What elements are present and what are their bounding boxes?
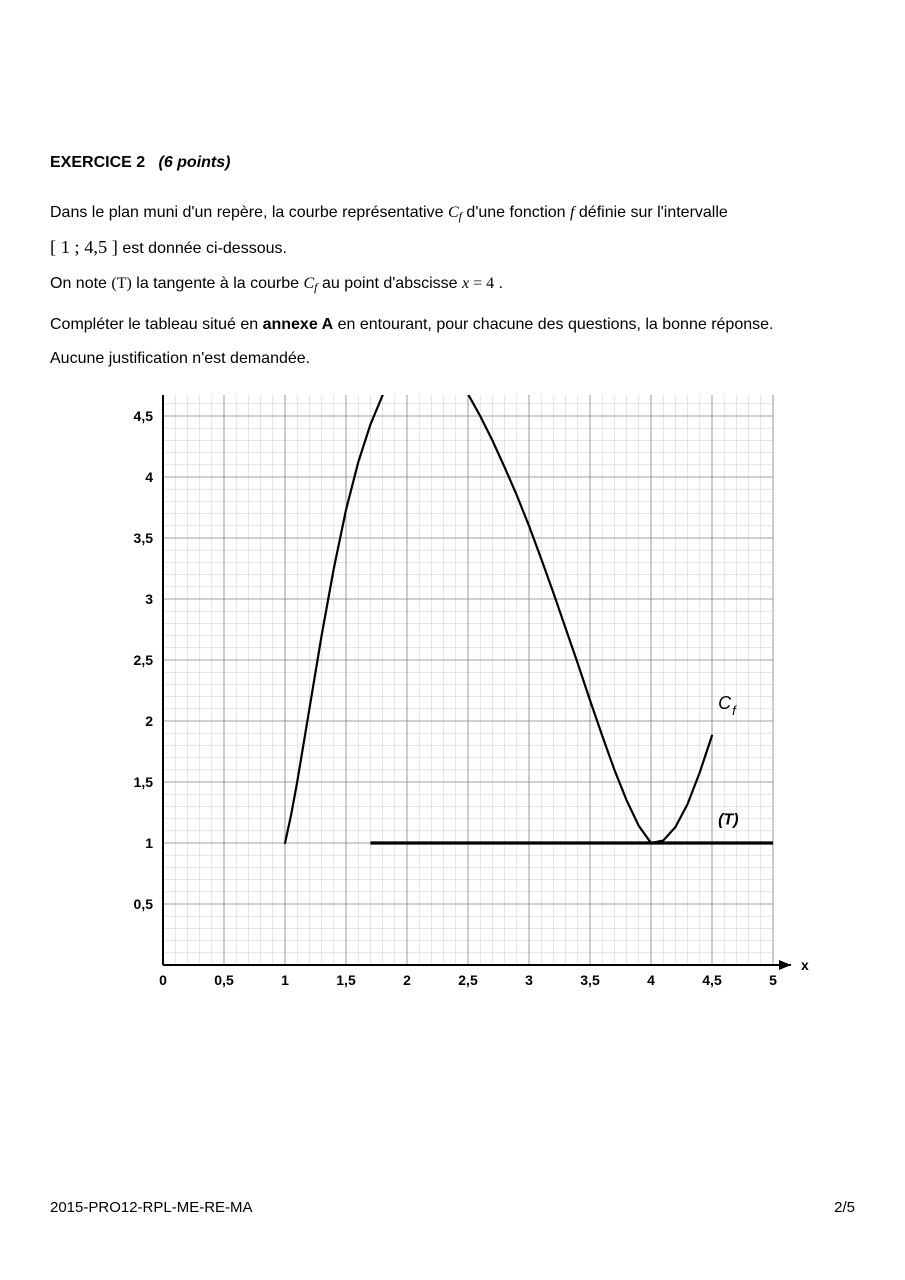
svg-text:2: 2 xyxy=(403,972,411,988)
text: Compléter le tableau situé en xyxy=(50,316,263,333)
text: On note xyxy=(50,275,111,292)
svg-text:1,5: 1,5 xyxy=(336,972,356,988)
svg-text:1: 1 xyxy=(281,972,289,988)
svg-text:3,5: 3,5 xyxy=(133,530,153,546)
symbol-Cf: Cf xyxy=(304,275,318,292)
function-chart: 0 0,5 1 1,5 2 2,5 3 3,5 4 4,5 5 0,5 1 1,5 2 2,5 3 3,5 4 4,5… xyxy=(83,395,823,1025)
svg-text:3: 3 xyxy=(525,972,533,988)
svg-text:4,5: 4,5 xyxy=(133,408,153,424)
annex-ref: annexe A xyxy=(263,316,334,333)
exercise-label: EXERCICE 2 xyxy=(50,154,145,171)
paragraph-1: Dans le plan muni d'un repère, la courbe… xyxy=(50,200,855,226)
svg-text:2,5: 2,5 xyxy=(458,972,478,988)
svg-text:(T): (T) xyxy=(718,812,738,829)
svg-text:1: 1 xyxy=(145,835,153,851)
text: d'une fonction xyxy=(466,204,570,221)
svg-text:3: 3 xyxy=(145,591,153,607)
paragraph-1b: [ 1 ; 4,5 ] est donnée ci-dessous. xyxy=(50,233,855,262)
footer-doc-id: 2015-PRO12-RPL-ME-RE-MA xyxy=(50,1196,253,1220)
svg-text:4: 4 xyxy=(145,469,153,485)
svg-text:x: x xyxy=(801,957,809,973)
svg-text:4: 4 xyxy=(647,972,655,988)
text: . xyxy=(499,275,503,292)
text: est donnée ci-dessous. xyxy=(122,240,287,257)
footer-page-num: 2/5 xyxy=(834,1196,855,1220)
svg-text:0: 0 xyxy=(159,972,167,988)
text: au point d'abscisse xyxy=(322,275,462,292)
symbol-Cf: Cf xyxy=(448,204,462,221)
svg-text:0,5: 0,5 xyxy=(133,896,153,912)
svg-text:4,5: 4,5 xyxy=(702,972,722,988)
symbol-T: (T) xyxy=(111,275,131,292)
paragraph-2: On note (T) la tangente à la courbe Cf a… xyxy=(50,271,855,297)
exercise-title: EXERCICE 2 (6 points) xyxy=(50,150,855,176)
paragraph-4: Aucune justification n'est demandée. xyxy=(50,346,855,372)
page-footer: 2015-PRO12-RPL-ME-RE-MA 2/5 xyxy=(50,1196,855,1220)
svg-text:C: C xyxy=(718,693,732,713)
paragraph-3: Compléter le tableau situé en annexe A e… xyxy=(50,312,855,338)
text: Aucune justification n'est demandée. xyxy=(50,350,310,367)
exercise-points: (6 points) xyxy=(158,154,230,171)
text: en entourant, pour chacune des questions… xyxy=(338,316,774,333)
interval: [ 1 ; 4,5 ] xyxy=(50,237,118,257)
text: définie sur l'intervalle xyxy=(579,204,728,221)
svg-text:2: 2 xyxy=(145,713,153,729)
page: EXERCICE 2 (6 points) Dans le plan muni … xyxy=(0,0,905,1280)
symbol-f: f xyxy=(570,204,574,221)
svg-text:0,5: 0,5 xyxy=(214,972,234,988)
svg-text:3,5: 3,5 xyxy=(580,972,600,988)
text: la tangente à la courbe xyxy=(136,275,303,292)
svg-text:5: 5 xyxy=(769,972,777,988)
svg-text:1,5: 1,5 xyxy=(133,774,153,790)
text: Dans le plan muni d'un repère, la courbe… xyxy=(50,204,448,221)
svg-text:2,5: 2,5 xyxy=(133,652,153,668)
chart-container: 0 0,5 1 1,5 2 2,5 3 3,5 4 4,5 5 0,5 1 1,5 2 2,5 3 3,5 4 4,5… xyxy=(50,395,855,1025)
